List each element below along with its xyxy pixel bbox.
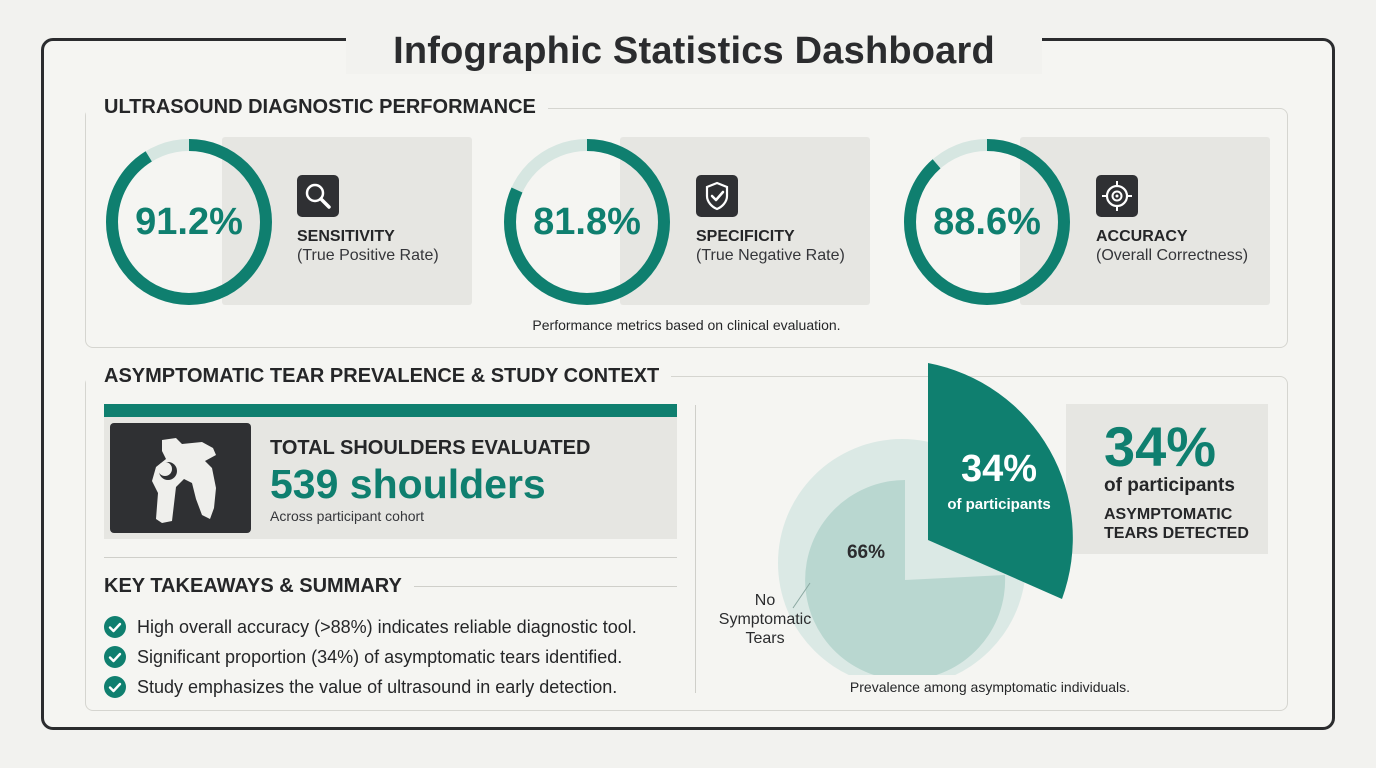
- magnifier-icon: [297, 175, 339, 217]
- accuracy-ring: [904, 139, 1070, 305]
- page-title: Infographic Statistics Dashboard: [346, 28, 1042, 74]
- check-circle-icon: [104, 676, 126, 698]
- pie-note: Prevalence among asymptomatic individual…: [849, 679, 1131, 695]
- pie-rest-value: 66%: [846, 542, 886, 563]
- list-item: Significant proportion (34%) of asymptom…: [104, 642, 637, 672]
- shield-check-icon: [696, 175, 738, 217]
- prevalence-heading: ASYMPTOMATIC TEAR PREVALENCE & STUDY CON…: [86, 363, 672, 389]
- takeaways-rule: [414, 586, 677, 587]
- specificity-ring: [504, 139, 670, 305]
- takeaways-list: High overall accuracy (>88%) indicates r…: [104, 612, 637, 702]
- accuracy-sub: (Overall Correctness): [1096, 247, 1249, 264]
- pie-slice-tears: [928, 363, 1073, 599]
- sensitivity-sub: (True Positive Rate): [297, 247, 439, 264]
- sensitivity-label: SENSITIVITY: [297, 228, 395, 245]
- pie-leader-line: [792, 582, 811, 609]
- pie-rest-label: No Symptomatic Tears: [718, 592, 812, 647]
- check-circle-icon: [104, 616, 126, 638]
- target-icon: [1096, 175, 1138, 217]
- callout-value: 34%: [1104, 415, 1217, 478]
- specificity-value: 81.8%: [533, 201, 641, 243]
- shoulder-bone-icon: [110, 423, 251, 533]
- sensitivity-value: 91.2%: [135, 201, 243, 243]
- ring-progress-arc: [504, 139, 670, 305]
- ring-progress-arc: [904, 139, 1070, 305]
- prevalence-callout: [1066, 404, 1268, 554]
- prevalence-pie-chart: [778, 363, 1073, 675]
- prevalence-section: ASYMPTOMATIC TEAR PREVALENCE & STUDY CON…: [85, 363, 1288, 711]
- specificity-sub: (True Negative Rate): [696, 247, 845, 264]
- takeaway-text: Study emphasizes the value of ultrasound…: [137, 676, 618, 697]
- performance-heading: ULTRASOUND DIAGNOSTIC PERFORMANCE: [86, 94, 548, 120]
- total-shoulders-sub: Across participant cohort: [270, 508, 425, 524]
- performance-section: ULTRASOUND DIAGNOSTIC PERFORMANCE: [85, 94, 1288, 348]
- callout-sub: of participants: [1104, 475, 1235, 496]
- callout-label: ASYMPTOMATIC TEARS DETECTED: [1104, 506, 1249, 542]
- check-circle-icon: [104, 646, 126, 668]
- takeaway-text: Significant proportion (34%) of asymptom…: [137, 646, 623, 667]
- list-item: High overall accuracy (>88%) indicates r…: [104, 612, 637, 642]
- ring-progress-arc: [106, 139, 272, 305]
- accuracy-label: ACCURACY: [1096, 228, 1188, 245]
- section-divider: [104, 557, 677, 558]
- pie-slice-sub: of participants: [947, 496, 1051, 513]
- pie-slice-value: 34%: [960, 448, 1038, 490]
- performance-note: Performance metrics based on clinical ev…: [532, 317, 841, 333]
- column-divider: [695, 405, 696, 693]
- pie-slice-no-tears: [805, 480, 1006, 675]
- accuracy-value: 88.6%: [933, 201, 1041, 243]
- total-shoulders-label: TOTAL SHOULDERS EVALUATED: [270, 437, 591, 459]
- list-item: Study emphasizes the value of ultrasound…: [104, 672, 637, 702]
- total-shoulders-value: 539 shoulders: [270, 461, 546, 507]
- takeaway-text: High overall accuracy (>88%) indicates r…: [137, 616, 637, 637]
- specificity-label: SPECIFICITY: [696, 228, 795, 245]
- takeaways-title: KEY TAKEAWAYS & SUMMARY: [104, 575, 402, 597]
- sensitivity-ring: [106, 139, 272, 305]
